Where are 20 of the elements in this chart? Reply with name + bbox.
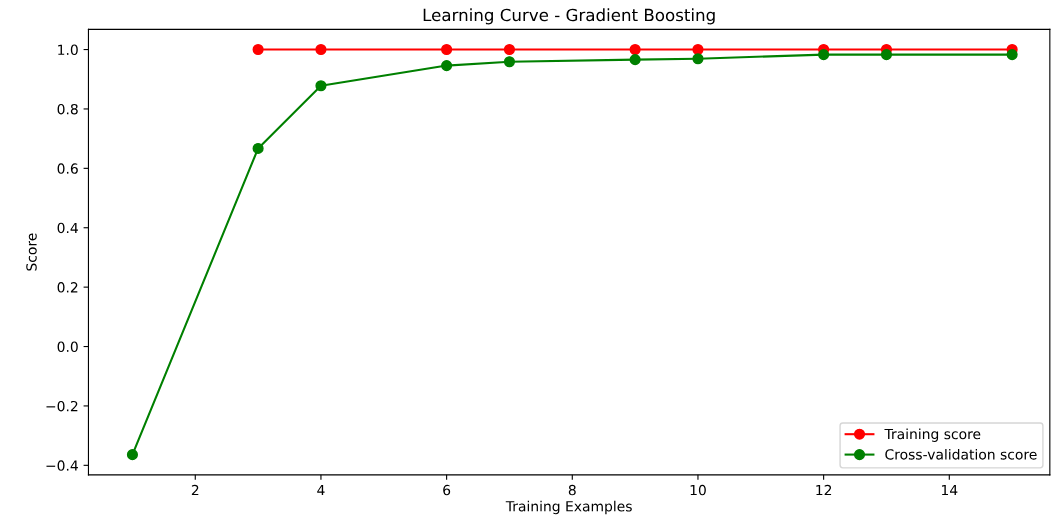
y-tick-label: 1.0 xyxy=(58,44,78,56)
y-tick-label: −0.2 xyxy=(46,400,78,412)
legend-label: Training score xyxy=(884,428,981,442)
x-tick-label: 4 xyxy=(317,484,325,496)
y-tick-label: 0.0 xyxy=(57,341,78,353)
legend-label: Cross-validation score xyxy=(885,448,1037,460)
x-tick-label: 10 xyxy=(690,484,706,496)
x-tick-label: 12 xyxy=(816,484,832,496)
x-tick-label: 14 xyxy=(941,484,958,496)
y-tick-label: 0.4 xyxy=(57,222,78,234)
x-tick-label: 6 xyxy=(443,484,451,496)
y-axis-title: Score xyxy=(26,233,37,271)
y-tick-label: 0.6 xyxy=(57,163,78,174)
x-axis-title: Training Examples xyxy=(505,500,632,515)
y-tick-label: −0.4 xyxy=(46,460,78,471)
x-tick-label: 8 xyxy=(568,484,576,496)
y-tick-label: 0.2 xyxy=(57,282,78,293)
x-tick-label: 2 xyxy=(191,484,199,496)
y-tick-label: 0.8 xyxy=(57,103,78,115)
chart-title: Learning Curve - Gradient Boosting xyxy=(423,8,715,25)
